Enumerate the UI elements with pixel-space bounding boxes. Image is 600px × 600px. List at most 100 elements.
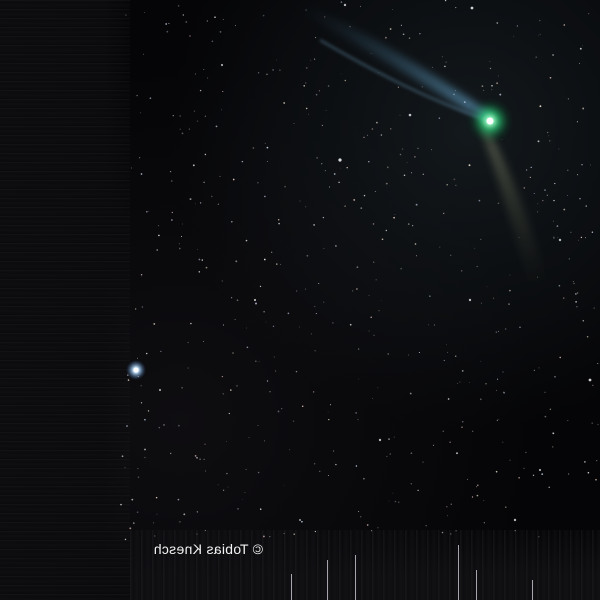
faint-star [171,211,174,214]
faint-star [201,259,203,261]
faint-star [516,25,519,27]
faint-star [269,535,271,538]
faint-star [480,361,482,362]
faint-star [394,500,397,503]
faint-star [308,113,310,115]
faint-star [582,45,584,47]
faint-star [210,195,213,198]
faint-star [539,19,541,22]
faint-star [577,174,579,176]
faint-star [537,140,540,143]
faint-star [163,424,165,426]
faint-star [538,367,540,369]
faint-star [353,198,356,201]
faint-star [340,167,341,169]
faint-star [455,184,457,186]
faint-star [387,353,389,355]
faint-star [132,522,135,524]
faint-star [455,7,457,9]
faint-star [441,531,444,534]
faint-star [529,176,531,179]
faint-star [580,236,583,239]
faint-star [265,321,267,323]
faint-star [501,139,503,141]
faint-star [595,478,597,481]
faint-star [585,205,587,207]
faint-star [563,24,566,26]
faint-star [554,182,556,185]
faint-star [575,301,577,303]
faint-star [556,225,559,227]
faint-star [194,203,196,205]
faint-star [476,266,478,268]
faint-star [314,350,316,352]
faint-star [509,274,511,276]
faint-star [450,503,452,505]
faint-star [499,93,502,96]
faint-star [446,183,449,186]
faint-star [137,476,140,478]
faint-star [573,282,575,285]
faint-star [323,248,325,249]
faint-star [509,289,511,292]
faint-star [144,456,146,459]
faint-star [305,9,307,11]
faint-star [289,449,291,451]
faint-star [410,172,413,174]
faint-star [541,473,544,475]
faint-star [203,458,205,461]
faint-star [203,181,205,183]
faint-star [358,510,360,513]
faint-star [222,489,225,491]
faint-star [177,498,180,501]
faint-star [409,392,412,395]
faint-star [124,538,127,541]
faint-star [222,393,224,395]
faint-star [544,189,546,191]
faint-star [533,192,535,194]
faint-star [160,350,162,353]
faint-star [204,443,206,445]
faint-star [553,199,555,202]
faint-star [539,105,542,108]
faint-star [246,346,249,349]
faint-star [567,195,568,196]
faint-star [312,391,315,393]
faint-star [266,160,268,162]
faint-star [579,198,581,200]
faint-star [156,249,158,251]
faint-star [537,276,538,278]
faint-star [471,496,474,498]
faint-star [496,22,499,24]
faint-star [410,452,413,455]
faint-star [125,14,127,16]
faint-star [194,73,197,75]
faint-star [189,35,191,37]
faint-star [322,216,325,219]
faint-star [284,185,286,188]
faint-star [355,465,358,467]
faint-star [225,441,227,442]
faint-star [181,386,183,389]
faint-star [221,375,224,378]
faint-star [450,533,452,535]
faint-star [287,312,290,315]
faint-star [406,162,408,164]
faint-star [273,356,275,358]
faint-star [377,527,379,529]
faint-star [509,459,511,461]
faint-star [456,383,459,385]
faint-star [366,134,368,136]
faint-star [412,225,414,227]
faint-star [385,229,387,232]
faint-star [377,387,379,389]
faint-star [188,128,191,130]
faint-star [418,351,420,354]
faint-star [508,303,510,305]
faint-star [227,486,229,488]
streak-line [476,570,477,600]
faint-star [293,533,295,535]
faint-star [579,47,582,50]
faint-star [537,211,539,213]
